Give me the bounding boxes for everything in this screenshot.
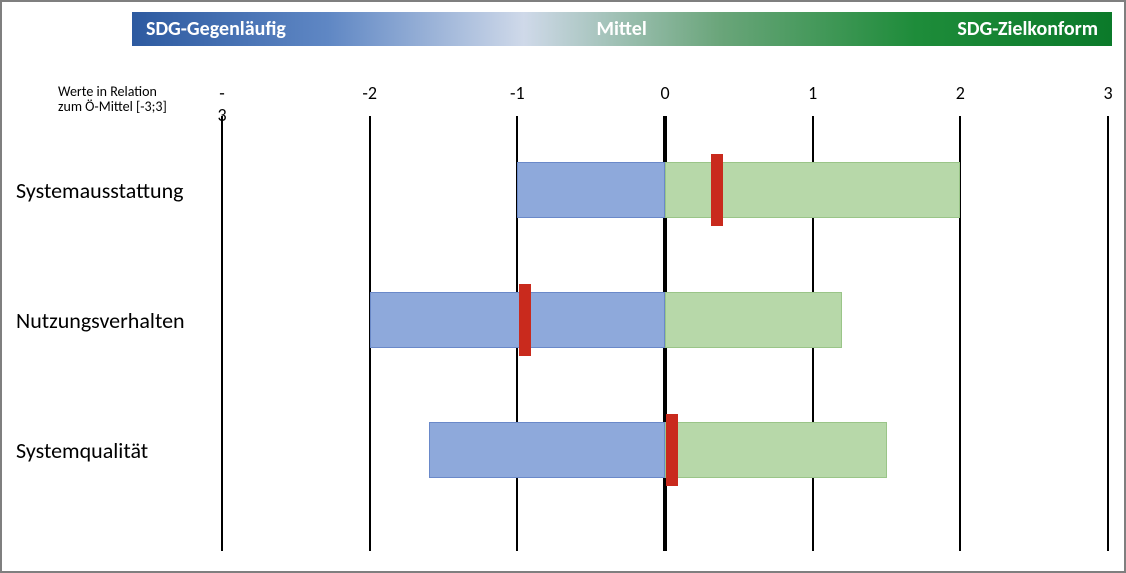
row-label: Systemqualität [16,437,216,464]
chart-area: - 3-2-10123 [222,82,1104,551]
axis-note: Werte in Relation zum Ö-Mittel [-3;3] [58,84,218,115]
header-gradient-bar: SDG-Gegenläufig Mittel SDG-Zielkonform [132,12,1112,46]
range-bar-positive [665,422,887,478]
axis-vline [1107,116,1109,551]
value-marker [519,284,531,356]
axis-tick-label: 1 [808,82,817,104]
axis-tick-label: 3 [1103,82,1112,104]
header-mid-label: Mittel [597,17,647,41]
range-bar-positive [665,292,842,348]
header-left-label: SDG-Gegenläufig [146,17,286,41]
range-bar-positive [665,162,960,218]
axis-tick-label: -2 [362,82,377,104]
axis-tick-label: 2 [956,82,965,104]
header-right-label: SDG-Zielkonform [957,17,1098,41]
axis-tick-label: -1 [510,82,525,104]
row-label: Nutzungsverhalten [16,307,216,334]
axis-note-line1: Werte in Relation [58,84,218,99]
axis-note-line2: zum Ö-Mittel [-3;3] [58,99,218,114]
axis-tick-label: 0 [660,82,669,104]
axis-vline [221,116,223,551]
value-marker [666,414,678,486]
range-bar-negative [370,292,665,348]
chart-frame: SDG-Gegenläufig Mittel SDG-Zielkonform W… [0,0,1126,573]
range-bar-negative [517,162,665,218]
range-bar-negative [429,422,665,478]
row-label: Systemausstattung [16,177,216,204]
value-marker [711,154,723,226]
